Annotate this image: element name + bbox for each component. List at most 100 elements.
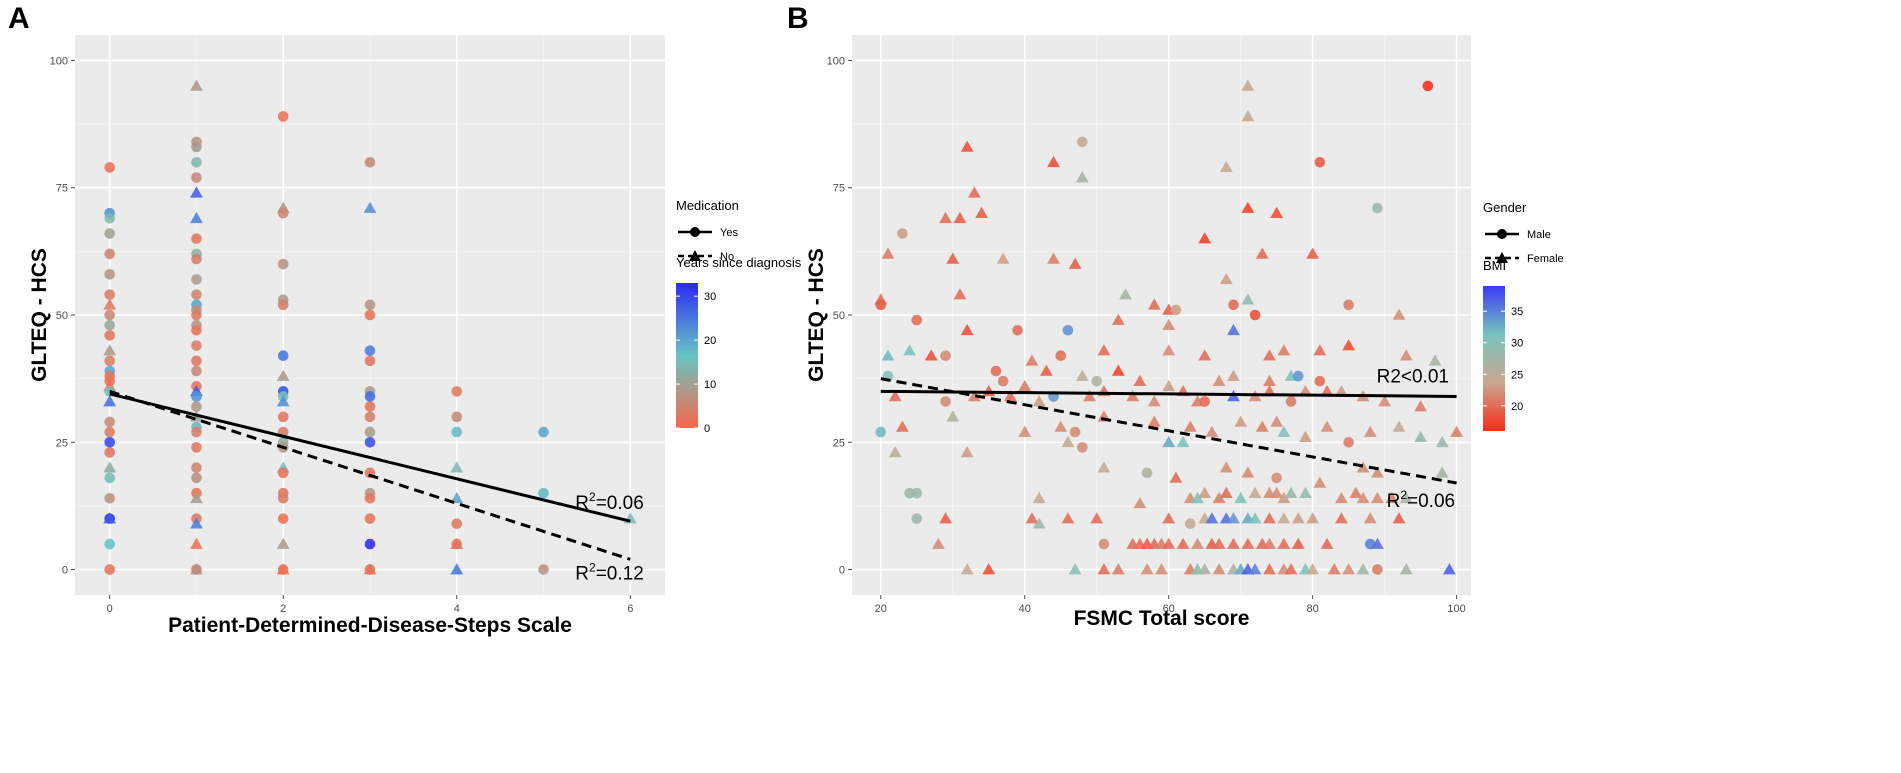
data-point-triangle xyxy=(1291,537,1305,549)
data-point-triangle xyxy=(1176,435,1190,448)
x-tick-label: 80 xyxy=(1307,603,1319,615)
data-point-triangle xyxy=(1335,384,1348,397)
data-point-triangle xyxy=(1399,349,1413,361)
data-point-triangle xyxy=(1320,384,1334,397)
data-point-triangle xyxy=(888,446,902,458)
data-point-triangle xyxy=(1133,496,1147,509)
data-point-circle xyxy=(277,467,289,479)
data-point-circle xyxy=(104,492,116,504)
y-axis-title: GLTEQ - HCS xyxy=(28,248,51,382)
y-axis-title: GLTEQ - HCS xyxy=(805,248,828,382)
r-squared-label-value: =0.12 xyxy=(596,563,644,584)
data-point-triangle xyxy=(1371,466,1384,478)
y-tick-label: 50 xyxy=(833,310,845,322)
data-point-triangle xyxy=(1111,313,1125,325)
data-point-circle xyxy=(1292,370,1304,382)
data-point-triangle xyxy=(1162,379,1176,392)
data-point-triangle xyxy=(1241,110,1255,122)
data-point-circle xyxy=(364,345,376,356)
data-point-circle xyxy=(104,162,116,173)
data-point-circle xyxy=(104,426,116,438)
x-tick-label: 2 xyxy=(280,603,286,615)
r-squared-label-superscript: 2 xyxy=(589,560,596,574)
data-point-circle xyxy=(451,426,463,438)
data-point-circle xyxy=(104,472,116,484)
data-point-triangle xyxy=(1435,466,1449,478)
data-point-triangle xyxy=(103,395,117,407)
data-point-triangle xyxy=(103,512,117,524)
legend-item-label: No xyxy=(720,251,734,263)
data-point-circle xyxy=(1249,309,1261,321)
data-point-triangle xyxy=(1399,563,1413,575)
data-point-circle xyxy=(1228,299,1239,311)
data-point-triangle xyxy=(960,446,974,458)
y-tick-label: 75 xyxy=(56,183,68,195)
data-point-circle xyxy=(364,309,376,321)
data-point-circle xyxy=(191,391,202,402)
data-point-triangle xyxy=(1068,257,1082,269)
data-point-circle xyxy=(940,350,951,362)
data-point-circle xyxy=(364,355,376,367)
data-point-triangle xyxy=(1061,512,1075,524)
data-point-circle xyxy=(104,309,116,321)
colorbar-tick-label: 10 xyxy=(704,379,716,391)
data-point-triangle xyxy=(190,517,203,529)
data-point-circle xyxy=(1199,396,1210,407)
data-point-triangle xyxy=(1414,430,1428,442)
data-point-circle xyxy=(911,314,923,326)
data-point-triangle xyxy=(953,211,967,224)
data-point-triangle xyxy=(1097,563,1111,575)
data-point-triangle xyxy=(1219,461,1233,473)
data-point-circle xyxy=(1271,472,1282,484)
colorbar-tick-label: 25 xyxy=(1511,369,1523,381)
data-point-triangle xyxy=(1083,390,1096,402)
data-point-triangle xyxy=(1212,563,1226,575)
data-point-circle xyxy=(1372,564,1383,575)
data-point-triangle xyxy=(1198,349,1212,361)
y-tick-label: 0 xyxy=(839,565,845,577)
data-point-circle xyxy=(277,111,289,122)
data-point-triangle xyxy=(1313,476,1327,488)
data-point-circle xyxy=(104,564,116,575)
data-point-triangle xyxy=(1097,344,1111,356)
data-point-circle xyxy=(997,375,1009,387)
data-point-triangle xyxy=(931,537,945,549)
data-point-circle xyxy=(191,141,202,153)
data-point-triangle xyxy=(1277,344,1291,356)
fit-line-solid xyxy=(109,392,631,523)
data-point-triangle xyxy=(1111,563,1125,575)
data-point-triangle xyxy=(1205,425,1219,437)
data-point-circle xyxy=(1091,375,1103,387)
y-tick-label: 100 xyxy=(50,55,68,67)
data-point-circle xyxy=(1069,426,1081,438)
data-point-circle xyxy=(104,228,116,239)
legend-item-label: Yes xyxy=(720,227,738,239)
data-point-circle xyxy=(1314,156,1326,168)
data-point-circle xyxy=(364,299,376,311)
data-point-circle xyxy=(364,426,376,438)
data-point-triangle xyxy=(1032,491,1046,504)
data-point-circle xyxy=(1055,350,1067,362)
data-point-triangle xyxy=(1263,563,1276,575)
data-point-triangle xyxy=(1061,435,1075,448)
data-point-triangle xyxy=(953,288,967,300)
data-point-triangle xyxy=(1212,537,1226,549)
data-point-triangle xyxy=(1054,420,1068,432)
data-point-triangle xyxy=(103,461,117,473)
data-point-circle xyxy=(191,462,202,474)
data-point-triangle xyxy=(1327,563,1341,575)
data-point-circle xyxy=(875,426,887,438)
data-point-triangle xyxy=(1443,563,1456,575)
x-tick-label: 60 xyxy=(1163,603,1175,615)
data-point-triangle xyxy=(1227,512,1240,524)
data-point-triangle xyxy=(190,186,203,198)
data-point-triangle xyxy=(1342,339,1356,351)
data-point-triangle xyxy=(363,201,377,213)
legend-triangle-symbol xyxy=(689,250,701,261)
data-point-circle xyxy=(191,274,202,285)
data-point-triangle xyxy=(103,298,117,310)
data-point-triangle xyxy=(1248,563,1262,575)
data-point-triangle xyxy=(1320,420,1334,432)
data-point-circle xyxy=(104,319,116,331)
data-point-circle xyxy=(191,426,202,438)
